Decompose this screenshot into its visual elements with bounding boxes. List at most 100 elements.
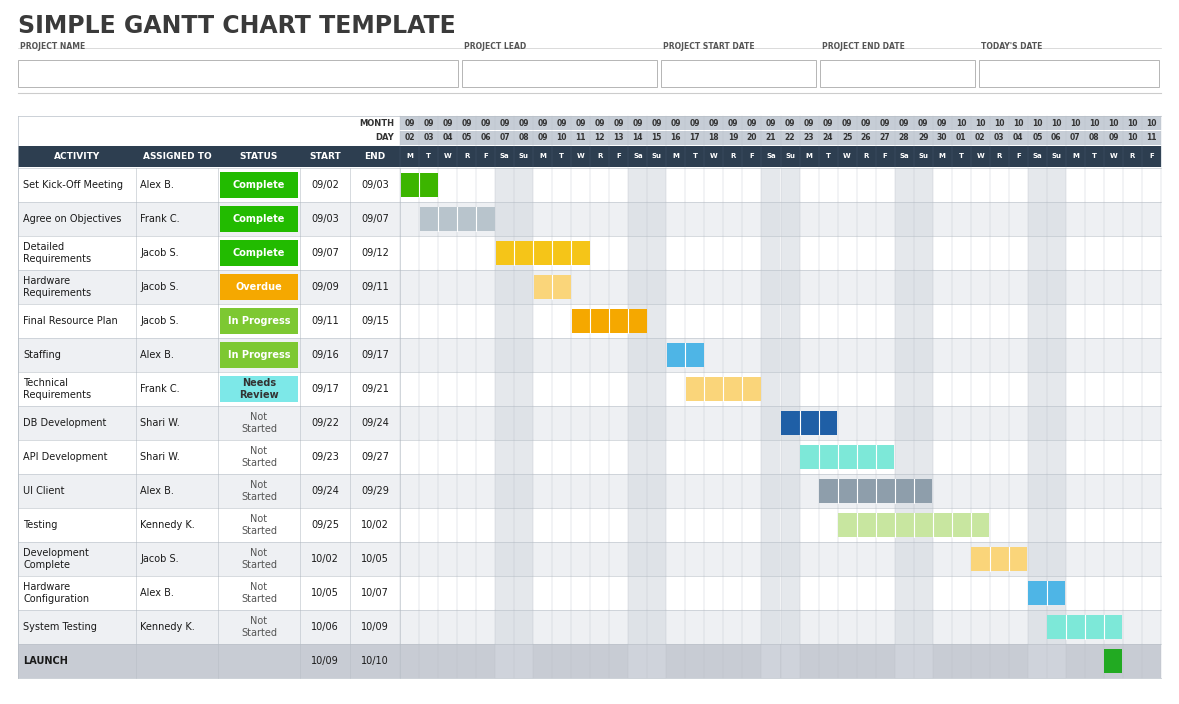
Text: 10/02: 10/02: [311, 554, 338, 564]
Text: Not
Started: Not Started: [241, 413, 277, 434]
Text: 10/06: 10/06: [311, 622, 338, 632]
Text: 06: 06: [480, 134, 490, 142]
Bar: [495, 610, 514, 644]
Text: 11: 11: [1146, 134, 1157, 142]
Bar: [762, 610, 780, 644]
Text: M: M: [672, 153, 679, 160]
Text: Su: Su: [1052, 153, 1061, 160]
Text: 10/09: 10/09: [311, 656, 338, 666]
Bar: [914, 440, 933, 474]
Bar: [1028, 542, 1047, 576]
Bar: [514, 542, 533, 576]
Text: R: R: [463, 153, 469, 160]
Bar: [762, 372, 780, 406]
Text: In Progress: In Progress: [228, 316, 290, 326]
Text: 09/11: 09/11: [311, 316, 338, 326]
Text: Development
Complete: Development Complete: [24, 548, 88, 570]
Bar: [628, 406, 647, 440]
Text: 10/07: 10/07: [361, 588, 389, 598]
Text: 20: 20: [746, 134, 757, 142]
Bar: [1047, 542, 1066, 576]
Bar: [514, 338, 533, 372]
Bar: [1047, 474, 1066, 508]
Bar: [1028, 372, 1047, 406]
Text: 09/21: 09/21: [361, 384, 389, 394]
Text: M: M: [539, 153, 546, 160]
Bar: [895, 372, 914, 406]
Bar: [895, 508, 914, 542]
Bar: [780, 508, 799, 542]
Bar: [762, 508, 780, 542]
Bar: [1028, 508, 1047, 542]
Text: Final Resource Plan: Final Resource Plan: [24, 316, 118, 326]
Text: Complete: Complete: [232, 248, 285, 258]
Text: 09: 09: [652, 118, 663, 127]
Text: 04: 04: [442, 134, 453, 142]
Bar: [762, 542, 780, 576]
Bar: [18, 576, 1161, 610]
Text: 10/02: 10/02: [361, 520, 389, 530]
Text: 09/22: 09/22: [311, 418, 340, 428]
Bar: [762, 440, 780, 474]
Text: M: M: [1072, 153, 1079, 160]
Bar: [18, 60, 457, 87]
Bar: [18, 168, 1161, 202]
Text: R: R: [996, 153, 1002, 160]
Text: 10: 10: [1052, 118, 1061, 127]
Bar: [220, 274, 298, 300]
Bar: [914, 236, 933, 270]
Text: 09/07: 09/07: [361, 214, 389, 224]
Bar: [18, 304, 1161, 338]
Bar: [420, 207, 495, 231]
Text: Jacob S.: Jacob S.: [140, 554, 179, 564]
Bar: [914, 644, 933, 678]
Text: 10/10: 10/10: [361, 656, 389, 666]
Bar: [914, 304, 933, 338]
Bar: [1047, 508, 1066, 542]
Bar: [914, 406, 933, 440]
Text: PROJECT START DATE: PROJECT START DATE: [663, 42, 755, 51]
Bar: [1047, 372, 1066, 406]
Text: 24: 24: [823, 134, 834, 142]
Text: 18: 18: [709, 134, 719, 142]
Bar: [1028, 440, 1047, 474]
Text: R: R: [730, 153, 736, 160]
Text: 10: 10: [1127, 118, 1138, 127]
Text: F: F: [883, 153, 888, 160]
Bar: [495, 202, 514, 236]
Text: 10: 10: [956, 118, 967, 127]
Bar: [1047, 236, 1066, 270]
Bar: [762, 644, 780, 678]
Text: 09/03: 09/03: [311, 214, 338, 224]
Bar: [220, 240, 298, 266]
Bar: [495, 304, 514, 338]
Text: 09/17: 09/17: [311, 384, 338, 394]
Text: 09/02: 09/02: [311, 180, 338, 190]
Text: 03: 03: [994, 134, 1005, 142]
Bar: [780, 644, 799, 678]
Text: Technical
Requirements: Technical Requirements: [24, 378, 91, 400]
Bar: [495, 474, 514, 508]
Bar: [514, 270, 533, 304]
Bar: [514, 644, 533, 678]
Bar: [514, 236, 533, 270]
Bar: [514, 168, 533, 202]
Text: 01: 01: [956, 134, 967, 142]
Text: 10/09: 10/09: [361, 622, 389, 632]
Bar: [780, 411, 837, 435]
Bar: [220, 342, 298, 368]
Text: TODAY'S DATE: TODAY'S DATE: [981, 42, 1042, 51]
Text: 10: 10: [1108, 118, 1119, 127]
Bar: [780, 474, 799, 508]
Bar: [495, 270, 514, 304]
Text: 26: 26: [861, 134, 871, 142]
Text: W: W: [577, 153, 585, 160]
Bar: [780, 406, 799, 440]
Bar: [1047, 615, 1122, 639]
Text: 08: 08: [1089, 134, 1100, 142]
Bar: [895, 474, 914, 508]
Text: 28: 28: [898, 134, 909, 142]
Bar: [914, 610, 933, 644]
Bar: [1028, 474, 1047, 508]
Bar: [1028, 168, 1047, 202]
